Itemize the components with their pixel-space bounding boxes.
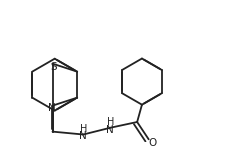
Text: N: N [79,131,87,141]
Text: H: H [107,117,114,127]
Text: H: H [80,124,87,134]
Text: O: O [148,138,157,148]
Text: N: N [106,125,114,135]
Text: S: S [50,62,57,71]
Text: N: N [48,103,55,113]
